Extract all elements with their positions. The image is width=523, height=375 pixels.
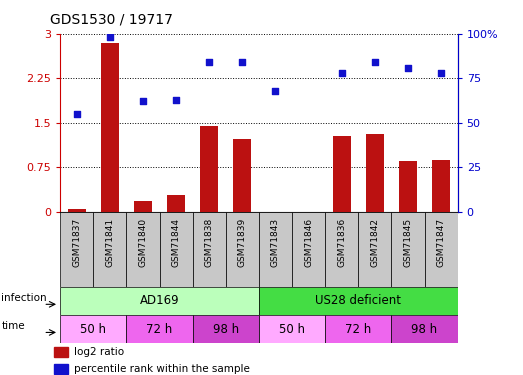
Bar — [67, 209, 86, 212]
Bar — [192, 315, 259, 343]
Text: 72 h: 72 h — [146, 322, 173, 336]
Text: GSM71840: GSM71840 — [139, 218, 147, 267]
Bar — [425, 212, 458, 287]
Bar — [259, 212, 292, 287]
Bar — [259, 315, 325, 343]
Bar — [60, 287, 259, 315]
Text: 98 h: 98 h — [412, 322, 438, 336]
Text: time: time — [1, 321, 25, 331]
Text: 72 h: 72 h — [345, 322, 371, 336]
Bar — [60, 315, 127, 343]
Point — [139, 99, 147, 105]
Text: GSM71837: GSM71837 — [72, 218, 81, 267]
Point — [205, 59, 213, 65]
Point — [106, 34, 114, 40]
Text: GSM71846: GSM71846 — [304, 218, 313, 267]
Bar — [160, 212, 192, 287]
Point — [404, 64, 412, 70]
Bar — [167, 195, 185, 212]
Bar — [391, 212, 425, 287]
Text: 98 h: 98 h — [213, 322, 239, 336]
Text: 50 h: 50 h — [279, 322, 305, 336]
Point — [73, 111, 81, 117]
Bar — [93, 212, 127, 287]
Text: infection: infection — [1, 293, 47, 303]
Bar — [226, 212, 259, 287]
Point — [337, 70, 346, 76]
Bar — [391, 315, 458, 343]
Text: GSM71845: GSM71845 — [403, 218, 413, 267]
Point — [271, 88, 280, 94]
Point — [172, 97, 180, 103]
Text: GSM71839: GSM71839 — [238, 218, 247, 267]
Text: GSM71838: GSM71838 — [204, 218, 214, 267]
Bar — [134, 201, 152, 212]
Text: 50 h: 50 h — [80, 322, 106, 336]
Point — [238, 59, 246, 65]
Point — [437, 70, 445, 76]
Bar — [292, 212, 325, 287]
Bar — [325, 315, 391, 343]
Bar — [366, 134, 384, 212]
Text: log2 ratio: log2 ratio — [74, 347, 124, 357]
Bar — [399, 161, 417, 212]
Bar — [259, 287, 458, 315]
Bar — [358, 212, 391, 287]
Bar — [333, 136, 351, 212]
Bar — [127, 212, 160, 287]
Text: GSM71844: GSM71844 — [172, 218, 180, 267]
Point — [371, 59, 379, 65]
Text: AD169: AD169 — [140, 294, 179, 307]
Bar — [432, 160, 450, 212]
Text: US28 deficient: US28 deficient — [315, 294, 401, 307]
Bar — [54, 364, 68, 374]
Bar — [200, 126, 218, 212]
Bar — [54, 347, 68, 357]
Bar — [60, 212, 93, 287]
Bar — [127, 315, 192, 343]
Text: GSM71836: GSM71836 — [337, 218, 346, 267]
Bar — [325, 212, 358, 287]
Text: percentile rank within the sample: percentile rank within the sample — [74, 364, 250, 374]
Text: GSM71841: GSM71841 — [105, 218, 115, 267]
Text: GSM71847: GSM71847 — [437, 218, 446, 267]
Bar — [101, 43, 119, 212]
Text: GDS1530 / 19717: GDS1530 / 19717 — [50, 12, 173, 26]
Text: GSM71843: GSM71843 — [271, 218, 280, 267]
Bar — [233, 140, 252, 212]
Text: GSM71842: GSM71842 — [370, 218, 379, 267]
Bar — [192, 212, 226, 287]
